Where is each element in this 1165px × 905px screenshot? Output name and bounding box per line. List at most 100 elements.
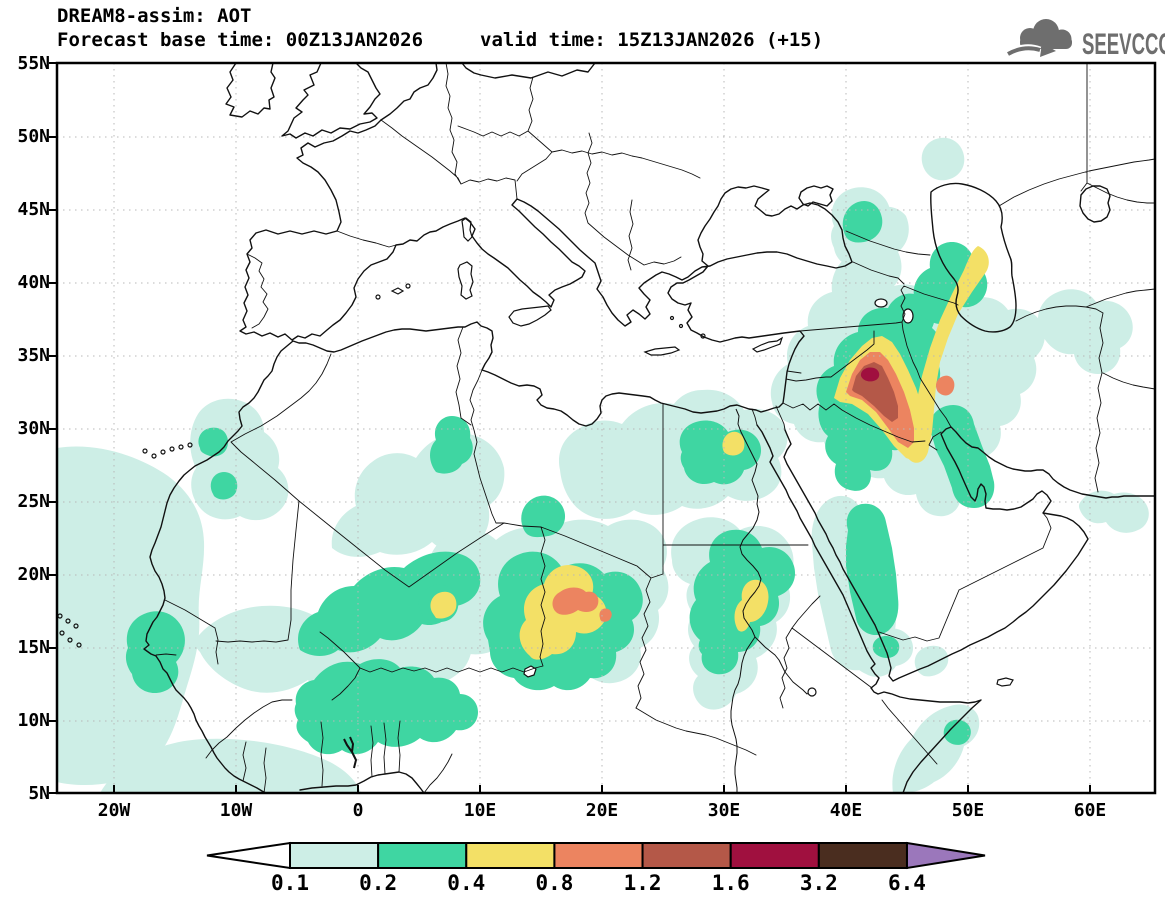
aot-green-tunisia	[430, 416, 473, 474]
aot-green-red-sea	[846, 503, 899, 636]
aot-orange-chad	[552, 587, 599, 615]
aot-yellow-sudan	[734, 579, 769, 632]
colorbar-value: 0.1	[271, 871, 309, 895]
lat-tick-label: 50N	[17, 126, 50, 147]
aot-green-senegal	[125, 611, 185, 694]
lat-tick-label: 35N	[17, 345, 50, 366]
coast-azov-sea	[798, 185, 834, 207]
sardinia-island	[457, 261, 474, 300]
lat-tick-label: 20N	[17, 564, 50, 585]
lon-tick-label: 20W	[98, 800, 131, 821]
colorbar-below-min-arrow	[206, 841, 291, 870]
lat-tick-label: 45N	[17, 199, 50, 220]
coast-north-sea	[380, 62, 438, 121]
lat-tick-label: 5N	[28, 783, 50, 804]
aot-yellow-egypt-spot	[722, 431, 745, 456]
colorbar-value: 0.4	[447, 871, 485, 895]
lat-tick-label: 10N	[17, 710, 50, 731]
aot-green-persian-gulf	[929, 404, 995, 508]
coast-britain	[281, 62, 381, 139]
lat-tick-label: 40N	[17, 272, 50, 293]
cape-verde-island	[73, 623, 79, 629]
rhodes-island	[700, 333, 706, 339]
aegean-island	[669, 315, 675, 321]
colorbar-cell	[465, 842, 556, 869]
colorbar-cell	[729, 842, 820, 869]
coastlines	[143, 62, 1156, 794]
lat-tick-label: 30N	[17, 418, 50, 439]
cape-verde-island	[76, 642, 82, 648]
lon-tick-label: 20E	[586, 800, 619, 821]
nile-river	[730, 408, 811, 793]
lon-tick-label: 50E	[952, 800, 985, 821]
canary-island	[169, 446, 175, 452]
aegean-island	[678, 323, 684, 329]
coast-guinea-gulf	[299, 771, 425, 794]
aot-green-somalia-dot	[943, 719, 971, 745]
coast-ireland	[225, 62, 276, 118]
colorbar-cell	[377, 842, 468, 869]
aot-cyan-libya-egypt	[558, 389, 788, 519]
valid-time: valid time: 15Z13JAN2026 (+15)	[480, 29, 824, 51]
lat-tick-label: 15N	[17, 637, 50, 658]
aot-shading-layer	[57, 137, 1149, 793]
colorbar-cell	[289, 842, 380, 869]
aot-cyan-gulf-of-guinea	[100, 738, 361, 793]
aot-yellow-west-spot	[430, 591, 457, 619]
colorbar-cell	[553, 842, 644, 869]
islands	[57, 217, 1014, 687]
axis-ticks	[49, 62, 1091, 794]
country-borders	[155, 62, 1156, 794]
canary-island	[187, 442, 193, 448]
aot-yellow-caspian-band	[905, 246, 989, 463]
canary-island	[160, 449, 166, 455]
cloud-icon	[1006, 19, 1072, 58]
lon-tick-label: 0	[353, 800, 364, 821]
lat-tick-label: 25N	[17, 491, 50, 512]
aot-maroon-iraq-core	[860, 367, 880, 382]
aot-green-redsea-south	[872, 636, 900, 658]
canary-island	[142, 448, 148, 454]
aot-green-morocco-1	[198, 427, 228, 457]
aot-cyan-hormuz-south	[1078, 490, 1149, 533]
cape-verde-island	[59, 630, 65, 636]
lon-tick-label: 10E	[464, 800, 497, 821]
lake-tana	[807, 687, 817, 697]
lake-volta	[343, 736, 357, 769]
aot-orange-iran-dot	[936, 375, 955, 396]
coast-red-sea-africa	[756, 424, 982, 794]
colorbar-value: 1.2	[624, 871, 662, 895]
colorbar-value: 1.6	[712, 871, 750, 895]
lon-tick-label: 60E	[1074, 800, 1107, 821]
aot-cyan-yemen-spot	[914, 645, 949, 677]
aot-green-caucasus	[842, 200, 883, 243]
lon-tick-label: 10W	[220, 800, 253, 821]
axis-labels: 55N 50N 45N 40N 35N 30N 25N 20N 15N 10N 5N 20W 10W 0 1…	[17, 53, 1106, 821]
aot-green-ghana	[294, 659, 478, 755]
menorca-island	[405, 283, 411, 289]
corsica-island	[461, 217, 473, 242]
colorbar-cell	[641, 842, 732, 869]
colorbar: 0.1 0.2 0.4 0.8 1.2 1.6 3.2 6.4	[206, 841, 986, 895]
aot-green-mali-niger	[298, 551, 481, 656]
aot-cyan-somalia	[892, 704, 980, 793]
coast-arabia	[783, 426, 1156, 682]
colorbar-cell	[817, 842, 908, 869]
coast-europe-africa	[143, 119, 853, 794]
coast-aral-sea	[1079, 185, 1111, 223]
canary-island	[151, 453, 157, 459]
lat-tick-label: 55N	[17, 53, 50, 74]
lake-van	[874, 298, 888, 308]
aot-orange-chad-dot	[599, 608, 612, 622]
lon-tick-label: 40E	[830, 800, 863, 821]
colorbar-value: 0.2	[359, 871, 397, 895]
plot-title: DREAM8-assim: AOT	[57, 5, 252, 27]
colorbar-value: 3.2	[800, 871, 838, 895]
sicily-island	[508, 305, 552, 327]
logo-text: SEEVCCC	[1082, 28, 1165, 62]
cape-verde-island	[65, 618, 71, 624]
seevccc-logo: SEEVCCC	[1006, 19, 1165, 62]
coast-caspian	[930, 182, 1017, 333]
mallorca-island	[390, 287, 405, 295]
